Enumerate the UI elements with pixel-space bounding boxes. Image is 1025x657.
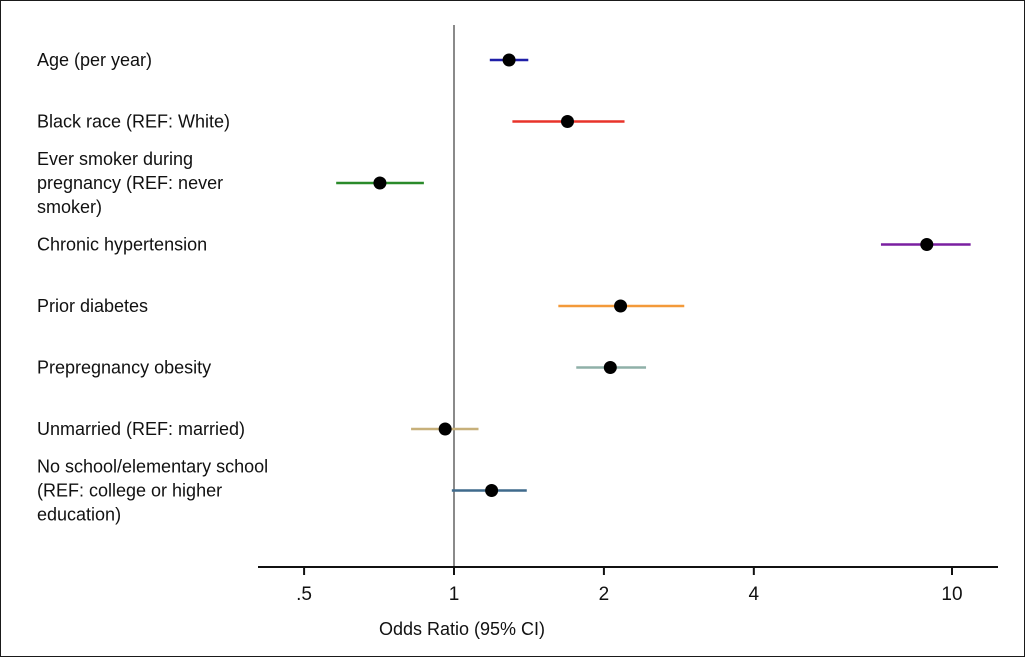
row-label: pregnancy (REF: never: [37, 173, 223, 193]
odds-ratio-point: [603, 361, 617, 374]
odds-ratio-point: [920, 238, 934, 251]
x-tick-label: 1: [449, 584, 460, 605]
row-label: education): [37, 505, 121, 525]
row-label: No school/elementary school: [37, 457, 268, 477]
x-tick-label: .5: [296, 584, 312, 605]
odds-ratio-point: [560, 115, 574, 128]
row-label: Black race (REF: White): [37, 112, 230, 132]
odds-ratio-point: [438, 422, 452, 436]
x-tick-label: 4: [749, 584, 760, 605]
row-labels: Age (per year) Black race (REF: White) Eve…: [37, 50, 268, 525]
odds-ratio-point: [614, 299, 628, 313]
row-label: Age (per year): [37, 50, 152, 70]
row-label: Unmarried (REF: married): [37, 419, 245, 439]
row-label: Prior diabetes: [37, 296, 148, 316]
row-label: Prepregnancy obesity: [37, 358, 211, 378]
x-axis-ticks: .5 1 2 4 10: [296, 567, 963, 605]
odds-ratio-point: [373, 176, 387, 190]
row-label: Ever smoker during: [37, 149, 193, 169]
row-label: (REF: college or higher: [37, 481, 222, 501]
row-label: Chronic hypertension: [37, 235, 207, 255]
plot-marks: [336, 53, 971, 497]
x-axis-title: Odds Ratio (95% CI): [379, 619, 545, 639]
x-tick-label: 10: [941, 584, 962, 605]
odds-ratio-point: [502, 53, 516, 67]
odds-ratio-point: [485, 484, 499, 497]
row-label: smoker): [37, 197, 102, 217]
x-tick-label: 2: [599, 584, 610, 605]
